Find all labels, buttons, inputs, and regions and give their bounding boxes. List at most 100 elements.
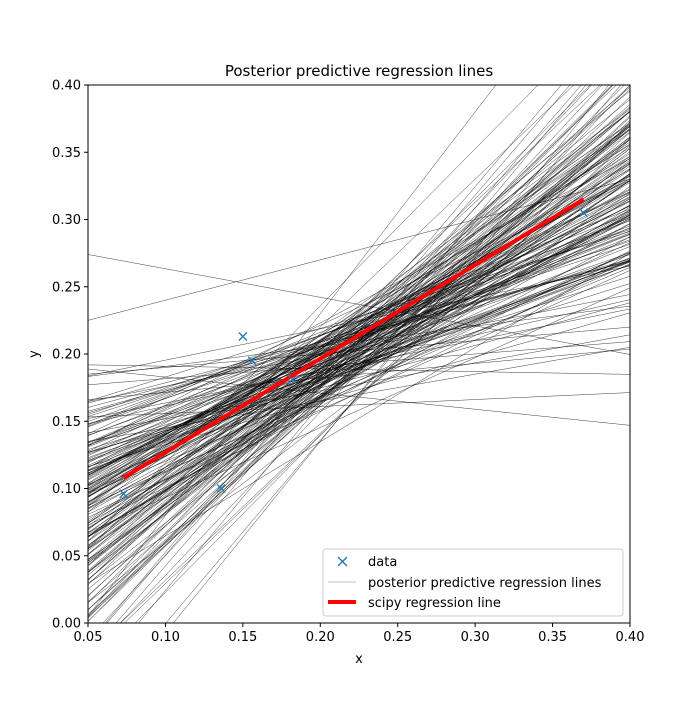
posterior-line — [88, 137, 630, 576]
posterior-line — [88, 85, 593, 618]
posterior-line — [88, 182, 630, 529]
posterior-line — [88, 162, 630, 493]
posterior-line — [88, 312, 630, 467]
x-axis-label: x — [355, 652, 363, 667]
legend-box — [322, 548, 624, 617]
posterior-line — [88, 392, 630, 418]
posterior-line — [88, 136, 630, 551]
posterior-line — [105, 85, 562, 623]
posterior-line — [88, 85, 591, 581]
x-tick-label: 0.05 — [74, 630, 103, 645]
data-point — [247, 356, 257, 366]
posterior-line — [88, 264, 630, 462]
y-tick-label: 0.25 — [52, 280, 81, 295]
scipy-regression-line — [122, 197, 585, 480]
posterior-line — [88, 236, 630, 535]
chart-title: Posterior predictive regression lines — [225, 62, 493, 80]
legend-label-data: data — [368, 555, 397, 570]
posterior-line — [88, 263, 630, 506]
posterior-line — [88, 191, 630, 446]
posterior-line — [88, 205, 630, 486]
posterior-line — [88, 158, 630, 447]
posterior-line — [88, 159, 630, 584]
posterior-line — [88, 229, 630, 415]
data-point — [119, 489, 129, 499]
posterior-line — [88, 165, 630, 549]
posterior-line — [88, 85, 625, 619]
y-tick-label: 0.20 — [52, 348, 81, 363]
y-axis-label: y — [27, 350, 42, 358]
x-tick-label: 0.40 — [616, 630, 645, 645]
x-tick-label: 0.35 — [538, 630, 567, 645]
x-tick-label: 0.25 — [383, 630, 412, 645]
posterior-line — [88, 85, 497, 617]
y-tick-label: 0.35 — [52, 146, 81, 161]
posterior-line — [88, 214, 630, 506]
posterior-line — [88, 85, 617, 586]
y-tick-label: 0.30 — [52, 213, 81, 228]
posterior-line — [88, 231, 630, 402]
y-tick-label: 0.40 — [52, 79, 81, 94]
posterior-line — [88, 164, 630, 497]
posterior-line — [88, 223, 630, 509]
posterior-line — [88, 126, 630, 524]
data-point — [579, 208, 589, 218]
x-axis: 0.05 0.10 0.15 0.20 0.25 0.30 0.35 0.40 — [74, 623, 645, 645]
x-tick-label: 0.20 — [306, 630, 335, 645]
posterior-line — [88, 254, 630, 355]
y-tick-label: 0.15 — [52, 415, 81, 430]
legend-marker-data — [337, 556, 348, 567]
plot-area — [88, 85, 630, 623]
x-tick-label: 0.10 — [151, 630, 180, 645]
posterior-line — [88, 299, 630, 425]
posterior-line — [88, 128, 630, 534]
posterior-line — [88, 198, 630, 538]
posterior-line — [88, 163, 630, 524]
posterior-line — [102, 85, 603, 623]
posterior-line — [88, 180, 630, 542]
data-point — [238, 332, 248, 341]
posterior-line — [88, 169, 630, 530]
posterior-line — [88, 107, 630, 596]
y-tick-label: 0.10 — [52, 482, 81, 497]
posterior-line — [88, 180, 630, 435]
posterior-line — [88, 126, 630, 566]
posterior-line — [138, 85, 587, 623]
posterior-line — [115, 85, 582, 623]
posterior-line — [88, 246, 630, 462]
posterior-line — [88, 368, 630, 426]
legend: data posterior predictive regression lin… — [322, 548, 624, 617]
legend-label-scipy-line: scipy regression line — [368, 596, 501, 611]
posterior-line — [88, 233, 630, 444]
posterior-line — [88, 173, 630, 560]
posterior-line — [119, 85, 630, 623]
y-tick-label: 0.00 — [52, 617, 81, 632]
posterior-line — [88, 85, 614, 622]
posterior-line — [88, 85, 630, 597]
posterior-line — [88, 209, 630, 502]
posterior-line — [88, 178, 630, 477]
data-point — [287, 375, 297, 385]
y-axis: 0.00 0.05 0.10 0.15 0.20 0.25 0.30 0.35 0.40 — [52, 79, 88, 632]
x-tick-label: 0.30 — [461, 630, 490, 645]
y-tick-label: 0.05 — [52, 549, 81, 564]
posterior-line — [88, 212, 630, 537]
posterior-line — [88, 123, 630, 495]
legend-label-posterior-lines: posterior predictive regression lines — [368, 576, 602, 591]
x-tick-label: 0.15 — [228, 630, 257, 645]
posterior-line — [88, 200, 630, 481]
posterior-line — [88, 230, 630, 446]
posterior-line — [88, 259, 630, 472]
posterior-line — [88, 213, 630, 427]
posterior-line — [88, 348, 630, 400]
posterior-line — [88, 131, 630, 548]
posterior-line — [88, 208, 630, 426]
data-point — [216, 484, 226, 493]
posterior-line — [88, 176, 630, 533]
posterior-line — [88, 283, 630, 454]
posterior-line — [88, 85, 539, 542]
posterior-line — [88, 129, 630, 491]
posterior-line — [88, 85, 614, 611]
